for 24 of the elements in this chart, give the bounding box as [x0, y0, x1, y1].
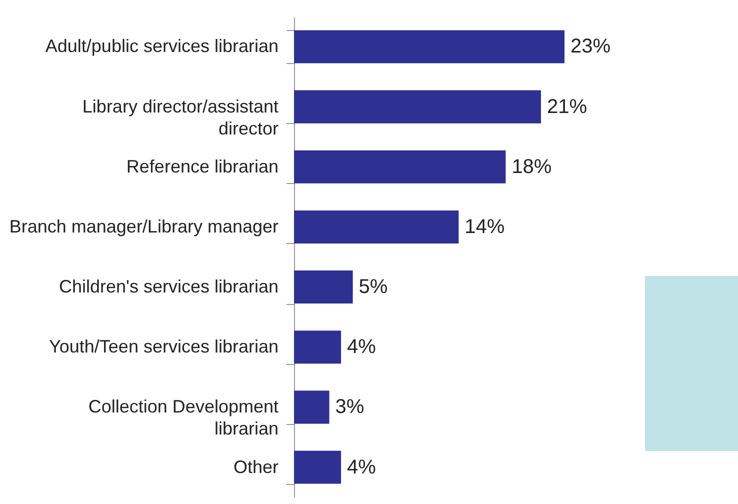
data-label: 4%: [347, 456, 376, 478]
data-label: 5%: [358, 276, 388, 298]
bar: [294, 150, 506, 184]
bar: [294, 330, 342, 364]
y-tick-label: Other: [233, 456, 278, 477]
data-label: 4%: [347, 336, 376, 358]
data-label: 14%: [464, 216, 505, 238]
data-label: 21%: [546, 96, 588, 118]
bar: [294, 270, 353, 304]
data-label: 18%: [512, 156, 552, 178]
bar: [294, 30, 564, 64]
y-tick-label: Children's services librarian: [58, 276, 278, 297]
data-label: 3%: [335, 396, 364, 418]
data-label: 23%: [570, 36, 611, 58]
y-tick-label: Youth/Teen services librarian: [49, 336, 278, 357]
y-tick-label: Reference librarian: [126, 156, 278, 176]
bar: [294, 90, 541, 124]
y-tick-label: Branch manager/Library manager: [9, 216, 279, 236]
bar: [294, 390, 330, 424]
y-tick-label: Collection Development librarian: [88, 396, 278, 439]
bar: [294, 450, 342, 484]
y-tick-label: Adult/public services librarian: [45, 36, 278, 56]
y-tick-label: Library director/assistant director: [82, 96, 278, 138]
bar: [294, 210, 459, 244]
